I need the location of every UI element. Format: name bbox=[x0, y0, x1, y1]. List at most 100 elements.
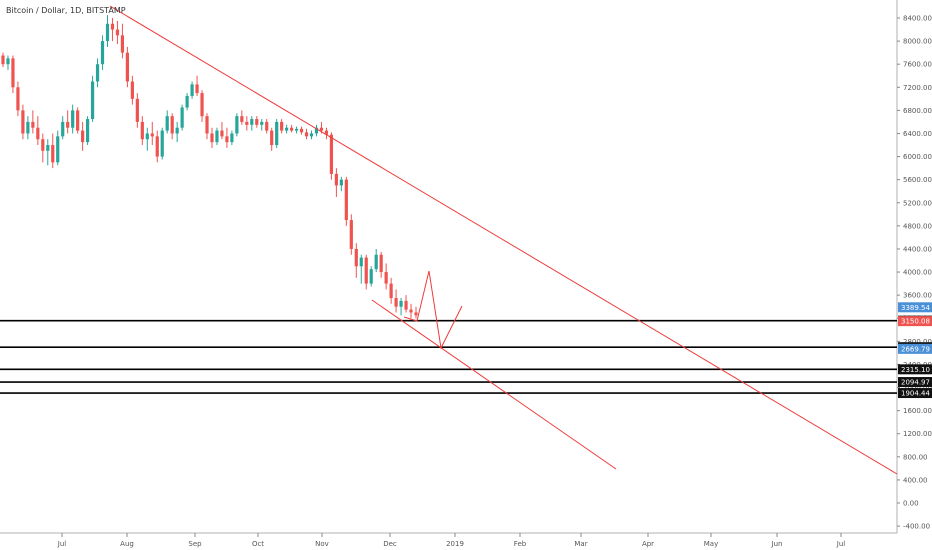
candle-body bbox=[314, 127, 319, 134]
price-badges-layer: 3158.102698.422315.102094.971904.443389.… bbox=[898, 302, 932, 399]
candle-body bbox=[285, 127, 289, 131]
candle bbox=[36, 116, 40, 146]
candle bbox=[210, 127, 214, 148]
time-axis: Jul Aug Sep Oct Nov Dec 2019 Feb Mar Apr May Jun Jul bbox=[57, 533, 845, 548]
candle-body bbox=[21, 110, 25, 134]
candle-body bbox=[71, 110, 75, 128]
candle bbox=[71, 104, 75, 134]
candle bbox=[41, 133, 45, 163]
candle bbox=[165, 110, 169, 134]
candle bbox=[394, 289, 398, 313]
candle-body bbox=[41, 139, 45, 151]
candle-body bbox=[1, 55, 5, 65]
candle-body bbox=[374, 254, 378, 270]
candle-body bbox=[90, 81, 95, 120]
candle-body bbox=[334, 173, 338, 186]
x-tick-label: Feb bbox=[514, 540, 527, 548]
y-tick-label: 8400.00 bbox=[903, 15, 932, 23]
candle bbox=[240, 110, 244, 125]
candle bbox=[379, 251, 383, 278]
candle bbox=[110, 18, 115, 42]
x-tick-label: Nov bbox=[315, 540, 329, 548]
candle bbox=[205, 113, 209, 140]
candle-body bbox=[125, 52, 129, 82]
candle-body bbox=[354, 248, 358, 267]
candle bbox=[399, 298, 403, 316]
candle bbox=[285, 124, 289, 134]
candle-body bbox=[61, 121, 65, 137]
y-tick-label: 7200.00 bbox=[903, 84, 932, 92]
candle bbox=[374, 248, 378, 273]
y-tick-label: 400.00 bbox=[903, 476, 928, 484]
candle-body bbox=[275, 121, 279, 146]
price-level-badge-label: 1904.44 bbox=[901, 390, 930, 398]
candle bbox=[46, 139, 50, 166]
candle-body bbox=[324, 130, 329, 135]
y-tick-label: 5200.00 bbox=[903, 199, 932, 207]
candle-body bbox=[225, 136, 229, 143]
price-badge-label: 3150.08 bbox=[901, 318, 930, 326]
candle-body bbox=[230, 133, 234, 143]
candle bbox=[314, 124, 319, 137]
candle-body bbox=[195, 84, 199, 94]
candle-body bbox=[245, 121, 249, 125]
candle bbox=[339, 176, 343, 192]
candle-body bbox=[319, 127, 324, 131]
candle-body bbox=[11, 58, 15, 88]
candle-body bbox=[364, 257, 368, 284]
y-tick-label: 2000.00 bbox=[903, 384, 932, 392]
candle bbox=[230, 130, 234, 146]
candle bbox=[334, 168, 338, 197]
y-tick-label: 4400.00 bbox=[903, 245, 932, 253]
candles-layer bbox=[1, 15, 418, 319]
price-level-badge bbox=[898, 388, 932, 399]
y-tick-label: 1600.00 bbox=[903, 407, 932, 415]
candle bbox=[195, 75, 199, 96]
candle-body bbox=[359, 257, 363, 267]
candle bbox=[344, 176, 348, 226]
candle-body bbox=[56, 136, 60, 163]
price-level-badge-label: 2315.10 bbox=[901, 366, 930, 374]
candle bbox=[115, 20, 120, 44]
y-tick-label: 6800.00 bbox=[903, 107, 932, 115]
candle bbox=[155, 130, 159, 163]
candle-body bbox=[85, 119, 90, 143]
y-tick-label: 6000.00 bbox=[903, 153, 932, 161]
candle-body bbox=[389, 283, 393, 299]
candle bbox=[225, 127, 229, 148]
candle-body bbox=[240, 116, 244, 122]
candle-body bbox=[130, 81, 134, 99]
candle bbox=[354, 243, 358, 278]
candle-body bbox=[379, 254, 383, 273]
candle-body bbox=[76, 110, 80, 131]
candle bbox=[21, 104, 25, 140]
candle bbox=[294, 126, 299, 134]
y-tick-label: 8000.00 bbox=[903, 38, 932, 46]
price-levels-layer bbox=[0, 319, 897, 394]
candle bbox=[280, 119, 284, 134]
candle-body bbox=[36, 127, 40, 140]
candle-body bbox=[180, 107, 184, 128]
x-tick-label: Sep bbox=[188, 540, 202, 548]
candle bbox=[100, 35, 105, 70]
candle-body bbox=[265, 121, 269, 131]
candle bbox=[130, 75, 134, 105]
candle bbox=[389, 277, 393, 304]
price-badge-label: 2669.79 bbox=[901, 345, 930, 353]
candle bbox=[6, 55, 10, 70]
candle-body bbox=[304, 132, 309, 137]
x-tick-label: Jun bbox=[771, 540, 783, 548]
candle bbox=[180, 104, 184, 131]
price-badge bbox=[898, 316, 932, 327]
candle-body bbox=[220, 130, 224, 137]
candle-body bbox=[250, 119, 254, 125]
candle bbox=[409, 303, 413, 319]
candle bbox=[235, 113, 239, 137]
candle-body bbox=[394, 298, 398, 307]
y-tick-label: 800.00 bbox=[903, 453, 928, 461]
candle bbox=[414, 306, 418, 319]
candle-body bbox=[299, 128, 304, 133]
candle bbox=[85, 116, 90, 146]
candle bbox=[215, 127, 219, 146]
